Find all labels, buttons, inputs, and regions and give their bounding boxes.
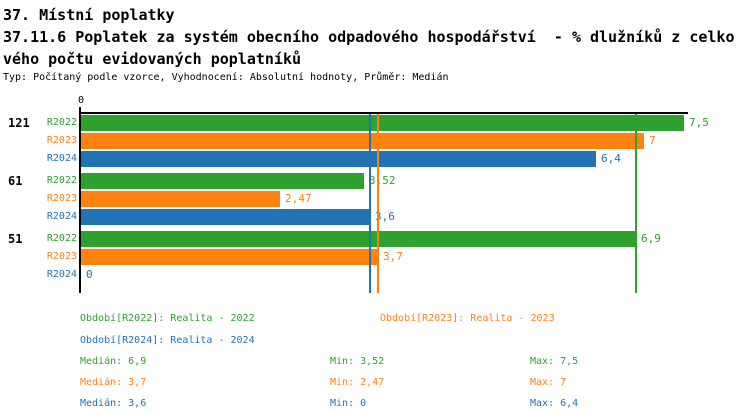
axis-zero-tick-label: 0 xyxy=(77,95,85,106)
bar-value-label: 3,52 xyxy=(369,174,396,187)
stat-median: Medián: 3,7 xyxy=(80,377,147,388)
legend-item: Období[R2024]: Realita - 2024 xyxy=(80,335,255,346)
series-row-label: R2024 xyxy=(46,269,77,280)
report-header: 37. Místní poplatky 37.11.6 Poplatek za … xyxy=(3,4,735,85)
group-label: 61 xyxy=(8,174,23,188)
series-row-label: R2023 xyxy=(46,193,77,204)
bar xyxy=(81,115,684,131)
stat-max: Max: 6,4 xyxy=(530,398,579,409)
indicator-subtitle-line2: vého počtu evidovaných poplatníků xyxy=(3,50,302,68)
stat-median: Medián: 6,9 xyxy=(80,356,147,367)
series-row-label: R2023 xyxy=(46,251,77,262)
bar-value-label: 6,9 xyxy=(641,232,661,245)
series-row-label: R2022 xyxy=(46,175,77,186)
median-line xyxy=(635,114,637,293)
bar-value-label: 6,4 xyxy=(601,152,621,165)
series-row-label: R2023 xyxy=(46,135,77,146)
series-row-label: R2022 xyxy=(46,233,77,244)
median-line xyxy=(377,114,379,293)
stat-max: Max: 7,5 xyxy=(530,356,579,367)
bar xyxy=(81,209,370,225)
stat-min: Min: 3,52 xyxy=(330,356,385,367)
x-axis-line xyxy=(79,112,688,114)
median-line xyxy=(369,114,371,293)
bar-value-label: 0 xyxy=(86,268,93,281)
bar xyxy=(81,249,378,265)
bar xyxy=(81,191,280,207)
group-label: 121 xyxy=(8,116,30,130)
stat-median: Medián: 3,6 xyxy=(80,398,147,409)
bar-value-label: 3,7 xyxy=(383,250,403,263)
bar xyxy=(81,173,364,189)
bar-value-label: 2,47 xyxy=(285,192,312,205)
group-label: 51 xyxy=(8,232,23,246)
series-row-label: R2024 xyxy=(46,153,77,164)
bar-value-label: 7 xyxy=(649,134,656,147)
bar-value-label: 3,6 xyxy=(375,210,395,223)
bar xyxy=(81,151,596,167)
bar-value-label: 7,5 xyxy=(689,116,709,129)
stat-min: Min: 0 xyxy=(330,398,367,409)
indicator-subtitle-line1: 37.11.6 Poplatek za systém obecního odpa… xyxy=(3,28,735,46)
y-axis-line xyxy=(79,107,81,293)
legend-item: Období[R2022]: Realita - 2022 xyxy=(80,313,255,324)
legend-item: Období[R2023]: Realita - 2023 xyxy=(380,313,555,324)
bar xyxy=(81,231,636,247)
stat-max: Max: 7 xyxy=(530,377,567,388)
series-row-label: R2024 xyxy=(46,211,77,222)
series-row-label: R2022 xyxy=(46,117,77,128)
stat-min: Min: 2,47 xyxy=(330,377,385,388)
indicator-meta: Typ: Počítaný podle vzorce, Vyhodnocení:… xyxy=(3,72,449,83)
bar xyxy=(81,133,644,149)
page-title: 37. Místní poplatky xyxy=(3,6,175,24)
